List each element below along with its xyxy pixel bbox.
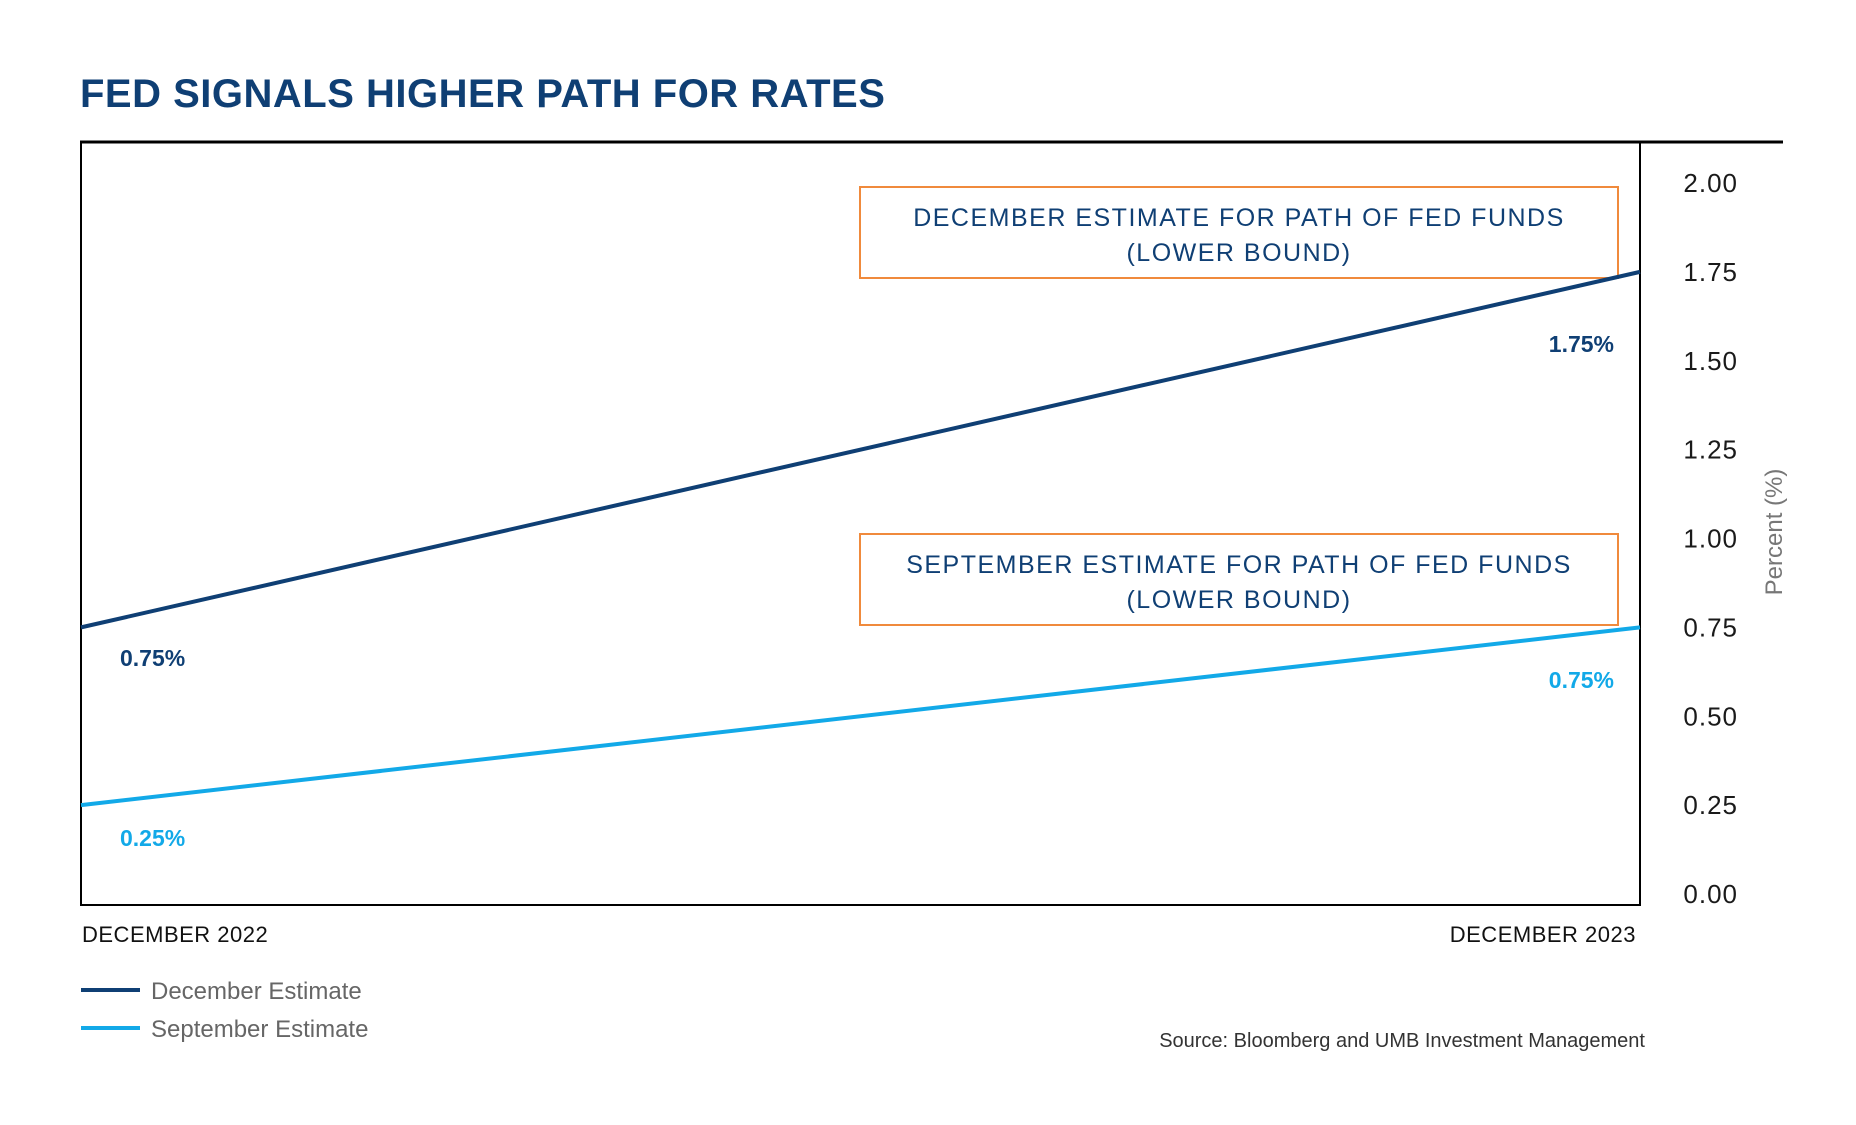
annotation-september-line2: (LOWER BOUND) xyxy=(1126,586,1351,614)
source-note: Source: Bloomberg and UMB Investment Man… xyxy=(1159,1030,1645,1052)
annotation-september-line1: SEPTEMBER ESTIMATE FOR PATH OF FED FUNDS xyxy=(906,551,1572,579)
y-tick-label: 0.75 xyxy=(1683,612,1738,642)
legend-label-september: September Estimate xyxy=(151,1016,368,1043)
data-label-december-start: 0.75% xyxy=(120,645,185,671)
y-tick-label: 1.00 xyxy=(1683,524,1738,554)
x-tick-label-1: DECEMBER 2023 xyxy=(1450,922,1636,947)
annotation-box-december xyxy=(859,186,1619,279)
series-line-september xyxy=(80,625,1641,808)
series-line-december xyxy=(80,269,1641,630)
y-tick-label: 1.25 xyxy=(1683,435,1738,465)
data-label-september-end: 0.75% xyxy=(1549,667,1614,693)
y-axis-label: Percent (%) xyxy=(1761,469,1788,596)
y-tick-label: 1.50 xyxy=(1683,346,1738,376)
annotation-box-september xyxy=(859,533,1619,626)
y-tick-label: 0.00 xyxy=(1683,879,1738,909)
y-tick-label: 1.75 xyxy=(1683,257,1738,287)
x-tick-label-0: DECEMBER 2022 xyxy=(82,922,268,947)
annotation-december-line1: DECEMBER ESTIMATE FOR PATH OF FED FUNDS xyxy=(913,204,1565,232)
annotation-december-line2: (LOWER BOUND) xyxy=(1126,239,1351,267)
y-tick-label: 2.00 xyxy=(1683,168,1738,198)
data-label-september-start: 0.25% xyxy=(120,825,185,851)
chart-title: FED SIGNALS HIGHER PATH FOR RATES xyxy=(80,72,886,116)
y-tick-label: 0.50 xyxy=(1683,701,1738,731)
data-label-december-end: 1.75% xyxy=(1549,331,1614,357)
y-axis-ticks: 0.00 0.25 0.50 0.75 1.00 1.25 1.50 1.75 2.00 xyxy=(1683,168,1738,909)
y-tick-label: 0.25 xyxy=(1683,790,1738,820)
legend-label-december: December Estimate xyxy=(151,978,362,1005)
